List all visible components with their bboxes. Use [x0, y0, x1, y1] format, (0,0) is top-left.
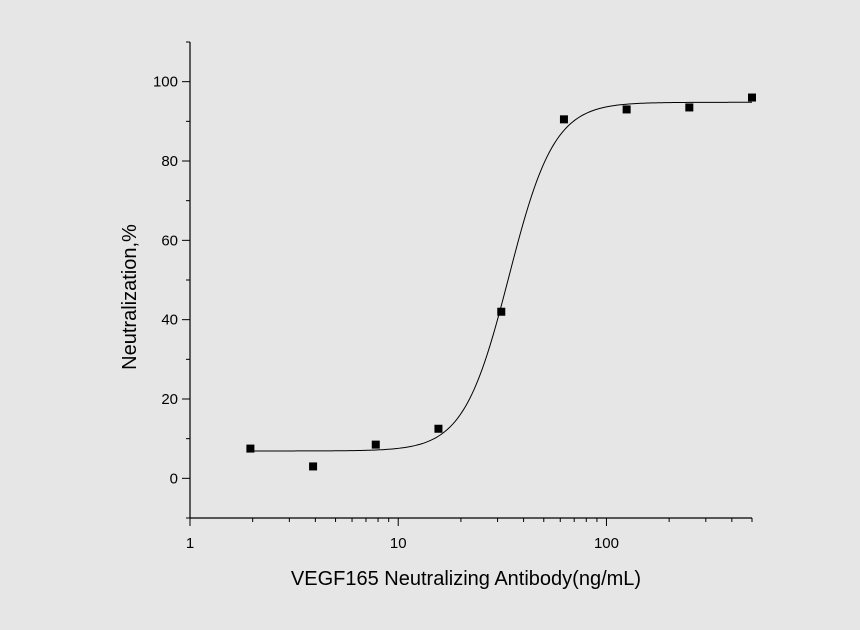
data-point	[309, 462, 318, 471]
axes	[189, 42, 752, 519]
y-ticks: 0 20 40 60 80 100	[153, 41, 190, 519]
data-point	[434, 424, 443, 433]
x-tick-label: 100	[594, 535, 619, 552]
y-axis-title: Neutralization,%	[119, 224, 141, 370]
y-tick-label: 80	[161, 153, 178, 170]
data-point	[497, 307, 506, 316]
data-point	[748, 93, 756, 102]
y-tick-label: 0	[170, 470, 178, 487]
data-points	[246, 93, 756, 471]
fit-curve	[250, 101, 752, 452]
y-tick-label: 40	[161, 312, 178, 329]
data-point	[371, 440, 380, 449]
y-tick-label: 100	[153, 74, 178, 91]
x-tick-label: 10	[390, 535, 407, 552]
x-axis-title: VEGF165 Neutralizing Antibody(ng/mL)	[291, 568, 641, 590]
x-ticks: 1 10 100	[186, 518, 753, 552]
data-point	[246, 444, 255, 453]
x-tick-label: 1	[186, 535, 194, 552]
data-point	[622, 105, 631, 114]
y-tick-label: 20	[161, 391, 178, 408]
data-point	[559, 115, 568, 124]
data-point	[685, 103, 694, 112]
y-tick-label: 60	[161, 232, 178, 249]
